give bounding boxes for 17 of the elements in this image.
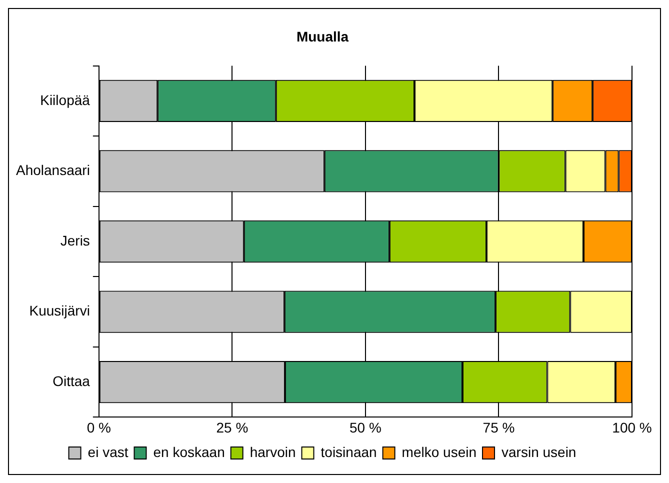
legend-label: en koskaan	[153, 444, 225, 460]
y-tick-label: Oittaa	[52, 372, 90, 389]
legend-label: melko usein	[402, 444, 477, 460]
legend-label: varsin usein	[502, 444, 576, 460]
y-tick-label: Jeris	[60, 232, 90, 248]
x-tick-label: 100 %	[612, 419, 652, 436]
x-tick-label: 0 %	[86, 419, 111, 436]
legend-label: ei vast	[88, 444, 128, 460]
y-tick-label: Kiilopää	[40, 92, 90, 108]
x-tick-label: 25 %	[216, 419, 248, 436]
x-tick-label: 50 %	[350, 419, 382, 436]
x-tick-label: 75 %	[482, 419, 515, 436]
legend-label: harvoin	[250, 444, 296, 460]
legend-label: toisinaan	[320, 444, 377, 460]
y-tick-label: Aholansaari	[16, 162, 90, 178]
y-tick-label: Kuusijärvi	[29, 302, 90, 319]
chart-title: Muualla	[296, 28, 349, 44]
